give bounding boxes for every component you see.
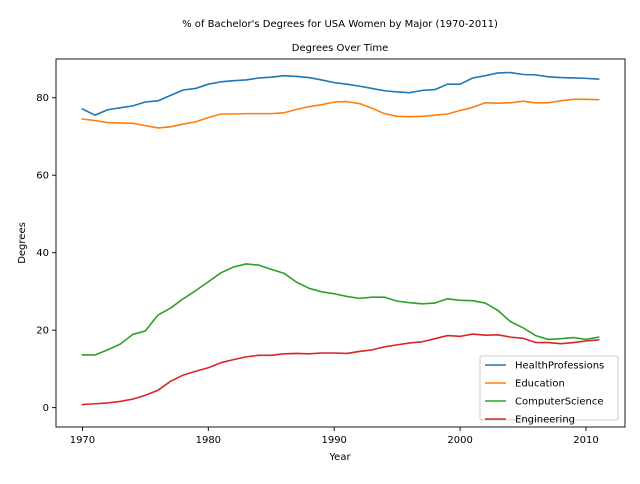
series-line-computerscience [81,263,600,356]
series-line-education [81,98,600,129]
x-tick-label: 2000 [447,435,472,446]
chart-title: % of Bachelor's Degrees for USA Women by… [182,19,498,30]
legend-label-computerscience: ComputerScience [515,397,603,408]
x-tick-label: 1990 [321,435,346,446]
y-tick-label: 60 [36,171,49,182]
x-axis-label: Year [328,452,351,463]
series-line-healthprofessions [81,71,600,116]
x-tick-label: 2010 [573,435,598,446]
legend-label-education: Education [515,379,565,390]
chart-subtitle: Degrees Over Time [292,43,389,54]
y-axis-ticks: 0 20 40 60 80 [36,93,56,414]
y-axis-label: Degrees [17,222,28,264]
legend-label-engineering: Engineering [515,415,575,426]
legend-entries: HealthProfessions Education ComputerScienc… [485,361,604,426]
x-tick-label: 1970 [70,435,95,446]
plot-area-frame [55,58,626,428]
y-tick-label: 40 [36,248,49,259]
y-tick-label: 80 [36,93,49,104]
y-tick-label: 0 [43,403,49,414]
y-tick-label: 20 [36,326,49,337]
x-tick-label: 1980 [196,435,221,446]
series-layer [81,71,600,406]
x-axis-ticks: 1970 1980 1990 2000 2010 [70,427,599,446]
legend-box [479,355,619,421]
series-line-engineering [81,333,600,406]
legend-label-healthprofessions: HealthProfessions [515,361,604,372]
legend: HealthProfessions Education ComputerScienc… [479,355,619,426]
